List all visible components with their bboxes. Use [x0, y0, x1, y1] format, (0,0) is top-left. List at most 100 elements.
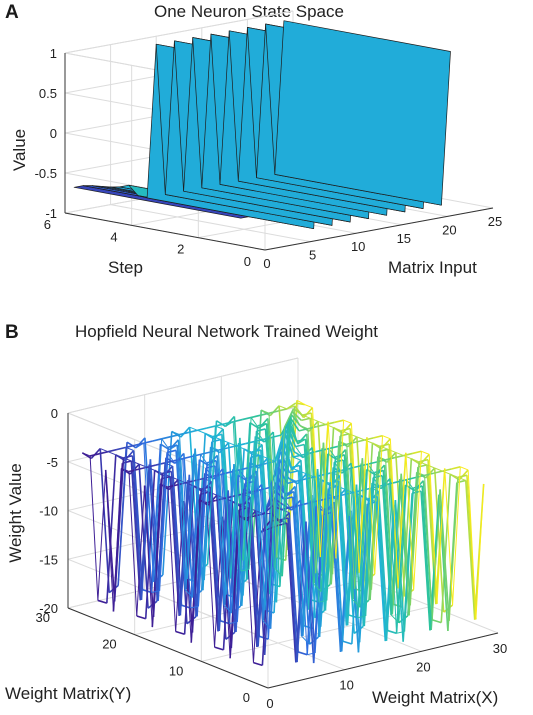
mesh-segment	[456, 479, 466, 484]
mesh-segment	[299, 500, 311, 645]
mesh-segment	[308, 500, 318, 504]
mesh-segment	[318, 599, 327, 603]
mesh-segment	[197, 467, 207, 607]
mesh-segment	[128, 468, 139, 473]
mesh-segment	[206, 502, 216, 648]
mesh-segment	[343, 419, 352, 424]
mesh-segment	[115, 454, 124, 459]
mesh-segment	[179, 434, 188, 580]
z-tick-label: 0.5	[39, 86, 57, 101]
mesh-segment	[213, 468, 224, 480]
mesh-segment	[451, 466, 461, 470]
mesh-segment	[269, 405, 280, 417]
mesh-segment	[158, 452, 168, 591]
mesh-segment	[346, 441, 356, 446]
mesh-segment	[334, 496, 344, 642]
mesh-segment	[292, 454, 303, 458]
mesh-segment	[281, 417, 291, 577]
mesh-segment	[290, 467, 299, 472]
mesh-segment	[450, 473, 459, 478]
mesh-segment	[325, 421, 335, 426]
mesh-segment	[252, 483, 263, 496]
y-tick-label: 20	[102, 637, 116, 652]
mesh-segment	[323, 472, 333, 611]
mesh-segment	[125, 446, 134, 451]
mesh-segment	[364, 477, 374, 617]
mesh-segment	[341, 462, 352, 474]
mesh-segment	[222, 429, 232, 579]
mesh-segment	[439, 489, 449, 631]
mesh-segment	[269, 458, 279, 595]
mesh-segment	[192, 454, 202, 598]
mesh-segment	[298, 470, 307, 475]
mesh-segment	[335, 420, 345, 559]
panel-letter-a: A	[5, 2, 19, 23]
mesh-segment	[268, 410, 279, 414]
mesh-segment	[231, 469, 240, 614]
mesh-segment	[229, 515, 239, 659]
mesh-segment	[475, 483, 485, 620]
mesh-segment	[234, 494, 244, 633]
x-tick-label: 20	[416, 659, 430, 674]
mesh-segment	[195, 478, 205, 617]
mesh-segment	[297, 438, 306, 445]
mesh-segment	[116, 446, 127, 451]
mesh-segment	[421, 485, 431, 631]
mesh-segment	[242, 417, 252, 561]
mesh-segment	[295, 481, 305, 626]
mesh-segment	[319, 493, 328, 637]
mesh-segment	[406, 476, 416, 481]
x-tick-label: 10	[339, 678, 353, 693]
mesh-segment	[295, 402, 305, 406]
mesh-segment	[229, 621, 238, 625]
mesh-segment	[194, 448, 204, 591]
mesh-segment	[236, 483, 246, 622]
mesh-segment	[403, 493, 413, 632]
mesh-segment	[270, 467, 279, 629]
y-axis-line	[64, 212, 266, 251]
y-tick-label: 30	[36, 610, 50, 625]
mesh-segment	[398, 479, 408, 623]
z-tick-label: 0	[50, 126, 57, 141]
mesh-segment	[303, 495, 313, 626]
mesh-segment	[307, 425, 318, 430]
mesh-segment	[357, 615, 366, 619]
mesh-segment	[403, 452, 413, 457]
mesh-segment	[352, 492, 361, 497]
mesh-segment	[144, 485, 153, 628]
mesh-segment	[207, 425, 216, 565]
y-tick-label: 0	[243, 690, 250, 705]
x-tick-label: 10	[351, 239, 365, 254]
mesh-segment	[271, 434, 282, 439]
mesh-segment	[197, 429, 206, 434]
mesh-segment	[359, 464, 369, 608]
mesh-segment	[413, 451, 422, 590]
mesh-segment	[434, 467, 443, 472]
mesh-segment	[175, 501, 184, 632]
mesh-segment	[293, 491, 303, 637]
mesh-segment	[289, 417, 299, 445]
mesh-segment	[221, 471, 231, 476]
mesh-segment	[224, 497, 233, 502]
mesh-segment	[364, 437, 374, 441]
mesh-segment	[417, 464, 428, 468]
mesh-segment	[302, 414, 311, 419]
mesh-segment	[179, 431, 189, 436]
mesh-segment	[256, 428, 266, 432]
mesh-segment	[327, 421, 337, 559]
mesh-segment	[361, 458, 371, 600]
mesh-segment	[166, 452, 176, 464]
mesh-segment	[233, 464, 243, 606]
mesh-segment	[200, 454, 209, 466]
mesh-segment	[236, 442, 246, 447]
mesh-segment	[308, 501, 318, 645]
panel-b-mesh-chart: B Hopfield Neural Network Trained Weight…	[0, 318, 533, 715]
mesh-segment	[243, 448, 253, 453]
x-tick-label: 30	[493, 641, 507, 656]
mesh-segment	[183, 485, 195, 635]
mesh-segment	[188, 474, 200, 607]
mesh-segment	[222, 501, 234, 650]
mesh-segment	[250, 414, 261, 419]
mesh-segment	[263, 431, 274, 443]
mesh-segment	[241, 462, 251, 606]
